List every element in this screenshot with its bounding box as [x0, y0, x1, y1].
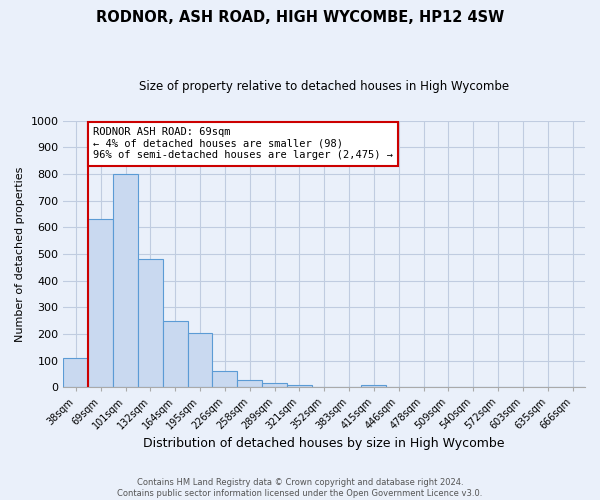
- Bar: [88, 220, 113, 388]
- Bar: [287, 384, 312, 388]
- Bar: [188, 332, 212, 388]
- Y-axis label: Number of detached properties: Number of detached properties: [15, 166, 25, 342]
- Bar: [113, 174, 138, 388]
- Bar: [262, 382, 287, 388]
- Bar: [138, 260, 163, 388]
- Title: Size of property relative to detached houses in High Wycombe: Size of property relative to detached ho…: [139, 80, 509, 93]
- Text: RODNOR, ASH ROAD, HIGH WYCOMBE, HP12 4SW: RODNOR, ASH ROAD, HIGH WYCOMBE, HP12 4SW: [96, 10, 504, 25]
- Text: RODNOR ASH ROAD: 69sqm
← 4% of detached houses are smaller (98)
96% of semi-deta: RODNOR ASH ROAD: 69sqm ← 4% of detached …: [93, 127, 393, 160]
- Bar: [237, 380, 262, 388]
- Bar: [163, 320, 188, 388]
- Bar: [361, 384, 386, 388]
- Text: Contains HM Land Registry data © Crown copyright and database right 2024.
Contai: Contains HM Land Registry data © Crown c…: [118, 478, 482, 498]
- Bar: [212, 371, 237, 388]
- X-axis label: Distribution of detached houses by size in High Wycombe: Distribution of detached houses by size …: [143, 437, 505, 450]
- Bar: [64, 358, 88, 388]
